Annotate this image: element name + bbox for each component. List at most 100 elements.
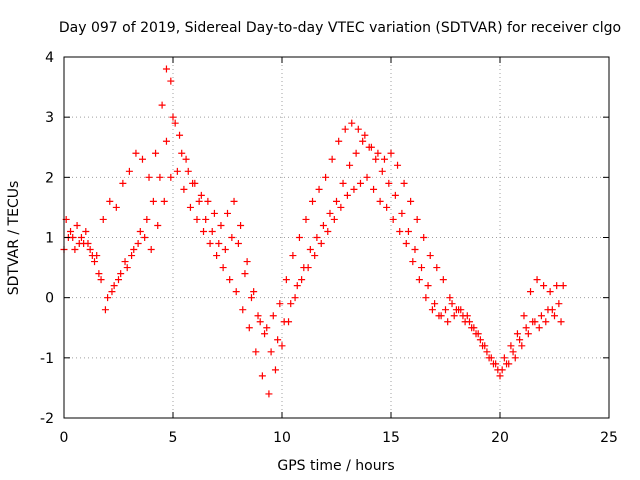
data-point [553,282,561,290]
data-point [370,185,378,193]
data-point [365,143,373,151]
y-tick-labels: -2 -1 0 1 2 3 4 [40,50,54,427]
data-point [461,318,469,326]
data-point [99,215,107,223]
data-point [197,191,205,199]
data-point [167,77,175,85]
data-point [341,125,349,133]
data-point [516,336,524,344]
data-point [463,312,471,320]
data-point [339,179,347,187]
data-point [160,197,168,205]
y-tick-label: 3 [45,110,54,126]
data-point [407,197,415,205]
data-point [254,312,262,320]
data-point [446,294,454,302]
data-point [276,300,284,308]
data-point [213,252,221,260]
data-point [380,155,388,163]
data-point [513,330,521,338]
data-point [184,167,192,175]
data-point [348,119,356,127]
data-point [481,342,489,350]
data-point [115,276,122,284]
data-point [442,306,449,314]
data-point [245,324,253,332]
data-point [551,312,558,320]
data-series [64,113,563,380]
data-point [324,227,332,235]
data-point [263,324,271,332]
data-point [291,294,299,302]
data-point [520,312,528,320]
data-point [241,270,249,278]
data-point [302,215,310,223]
data-point [250,288,258,296]
data-point [311,252,319,260]
data-point [289,252,297,260]
data-point [346,161,354,169]
data-point [130,246,138,254]
data-point [352,149,360,157]
data-point [267,348,275,356]
data-point [548,306,556,314]
data-point [437,312,445,320]
data-point [326,209,334,217]
data-point [84,240,92,248]
data-point [389,215,397,223]
data-point [226,276,234,284]
data-point [147,246,155,254]
x-tick-label: 5 [169,430,178,446]
data-point [91,258,99,266]
data-point [426,252,434,260]
chart-title: Day 097 of 2019, Sidereal Day-to-day VTE… [59,20,621,36]
data-point [413,215,421,223]
data-point [189,179,197,187]
data-point [202,215,210,223]
data-point [104,294,112,302]
data-point [524,330,532,338]
data-point [511,354,519,362]
data-point [372,155,380,163]
data-point [149,197,157,205]
data-point [402,240,410,248]
data-point [359,137,367,145]
data-point [162,65,170,73]
tick-marks [63,56,610,419]
y-tick-label: -1 [40,351,54,367]
data-point [75,240,83,248]
data-point [540,282,548,290]
data-point [219,264,227,272]
data-point [487,354,495,362]
data-point [450,312,458,320]
data-point [132,149,140,157]
data-point [500,354,508,362]
data-point [67,227,75,235]
data-point [173,167,181,175]
data-point [136,227,144,235]
data-point [217,221,225,229]
y-tick-label: 2 [45,170,54,186]
data-point [343,191,351,199]
data-point [404,227,412,235]
data-point [141,234,149,241]
data-point [522,324,530,332]
data-point [557,318,565,326]
data-point [247,294,255,302]
data-point [411,246,419,254]
data-point [287,300,295,308]
data-point [125,167,133,175]
data-point [337,203,345,211]
data-point [143,215,151,223]
data-point [313,234,321,241]
data-point [95,270,103,278]
data-point [300,264,308,272]
data-point [215,240,223,248]
data-series [60,65,565,374]
data-point [280,318,288,326]
data-point [119,179,127,187]
data-point [537,312,545,320]
data-point [221,246,229,254]
data-point [256,318,264,326]
y-axis-label: SDTVAR / TECUs [6,181,22,296]
